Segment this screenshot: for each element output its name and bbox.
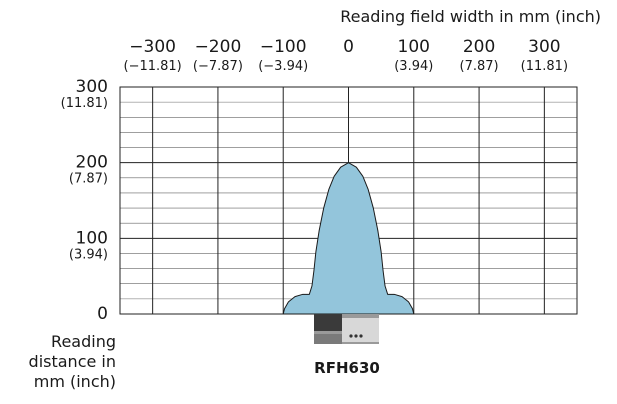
y-axis-title-line: mm (inch) [34,372,116,391]
x-tick-label-mm: −100 [260,37,307,57]
y-tick-label-mm: 200 [76,153,108,173]
y-axis-title-line: Reading [51,332,116,351]
x-tick-label-mm: 100 [398,37,430,57]
device-led [359,334,363,338]
x-axis-title: Reading field width in mm (inch) [340,7,601,26]
y-tick-label-mm: 100 [76,228,108,248]
rfh630-device [314,314,379,344]
x-tick-label-inch: (7.87) [460,59,499,74]
device-base [314,334,342,344]
x-tick-label-mm: −200 [195,37,242,57]
y-axis-ticks: 0 100(3.94) 200(7.87) 300(11.81) [61,77,108,324]
x-tick-label-mm: −300 [129,37,176,57]
x-tick-label-inch: (11.81) [521,59,568,74]
x-tick-label-mm: 300 [528,37,560,57]
x-tick-label-mm: 200 [463,37,495,57]
device-front-plate [342,318,379,342]
reading-field-area [282,162,415,315]
x-tick-label-mm: 0 [343,37,354,57]
device-dark-block [314,314,342,331]
y-tick-label-inch: (7.87) [69,172,108,187]
x-tick-label-inch: (−11.81) [124,59,182,74]
x-axis-ticks: −300 (−11.81) −200 (−7.87) −100 (−3.94) 0 100 (3… [124,37,569,74]
device-led [354,334,358,338]
y-tick-label-mm: 300 [76,77,108,97]
y-axis-title-line: distance in [29,352,116,371]
x-tick-label-inch: (−7.87) [193,59,243,74]
x-tick-label-inch: (3.94) [394,59,433,74]
y-tick-label-inch: (3.94) [69,247,108,262]
x-tick-label-inch: (−3.94) [258,59,308,74]
y-tick-label-inch: (11.81) [61,96,108,111]
device-label: RFH630 [314,359,380,377]
device-led [349,334,353,338]
y-tick-label-mm: 0 [97,304,108,324]
